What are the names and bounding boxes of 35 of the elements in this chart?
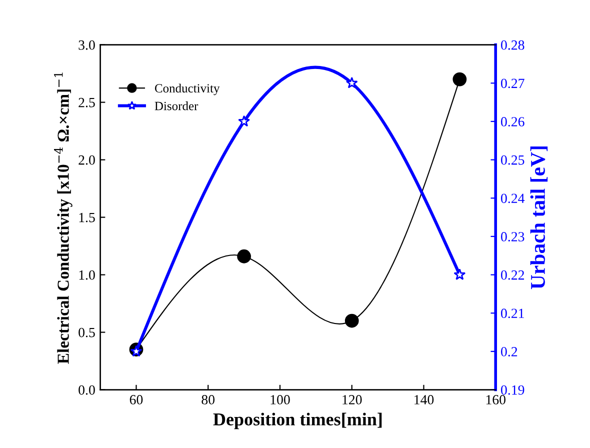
- y2-tick-label: 0.19: [500, 385, 524, 395]
- x-tick-label: 80: [202, 395, 215, 404]
- y-axis-title: Electrical Conductivity [x10$^{−4}$ Ω.×cm]$^{−1}$: [54, 72, 72, 364]
- x-axis-title: Deposition times[min]: [213, 412, 382, 430]
- x-tick-label: 100: [270, 395, 290, 404]
- y2-tick-label: 0.21: [500, 308, 524, 318]
- y-tick-label: 2.0: [78, 155, 95, 165]
- point: [454, 268, 466, 280]
- point: [130, 345, 142, 357]
- x-tick-label: 60: [130, 395, 143, 404]
- point: [346, 76, 358, 88]
- point: [238, 115, 250, 127]
- y2-tick-label: 0.25: [500, 155, 524, 165]
- y-tick-label: 1.5: [79, 212, 95, 222]
- y-tick-label: 0.0: [78, 385, 95, 395]
- y2-axis-title: Urbach tail [eV]: [530, 146, 548, 290]
- point: [237, 249, 251, 264]
- y2-tick-label: 0.22: [500, 270, 524, 280]
- x-tick-label: 160: [486, 395, 506, 404]
- legend-label: Disorder: [154, 101, 198, 110]
- point: [452, 72, 467, 86]
- y2-tick-label: 0.2: [500, 347, 518, 356]
- y2-tick-label: 0.28: [500, 40, 524, 50]
- x-tick-label: 140: [414, 395, 434, 404]
- legend-label: Conductivity: [154, 84, 220, 96]
- point: [344, 314, 359, 328]
- y2-tick-label: 0.23: [500, 232, 524, 242]
- y2-tick-label: 0.27: [500, 78, 524, 88]
- y-tick-label: 2.5: [78, 98, 95, 108]
- y-tick-label: 3.0: [78, 40, 95, 50]
- y-tick-label: 0.5: [78, 328, 95, 338]
- y-tick-label: 1.0: [79, 270, 95, 280]
- y2-tick-label: 0.24: [500, 194, 525, 204]
- y2-tick-label: 0.26: [500, 117, 524, 126]
- x-tick-label: 120: [342, 395, 362, 404]
